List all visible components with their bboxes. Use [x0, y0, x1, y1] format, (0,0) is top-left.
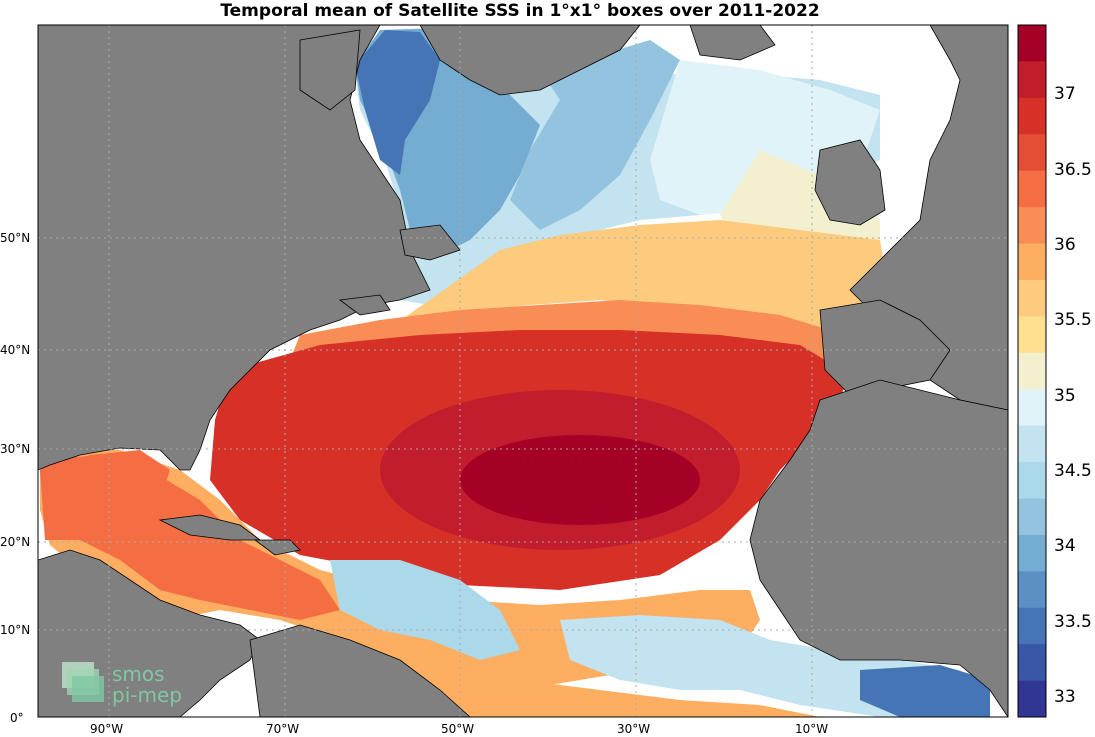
colorbar-block: [1018, 462, 1046, 499]
colorbar-block: [1018, 134, 1046, 172]
colorbar-block: [1018, 389, 1046, 427]
lon-label-90w: 90°W: [90, 722, 123, 736]
colorbar-block: [1018, 571, 1046, 609]
colorbar-label-36-5: 36.5: [1054, 160, 1092, 180]
colorbar-block: [1018, 170, 1046, 208]
colorbar-block: [1018, 97, 1046, 135]
colorbar-block: [1018, 680, 1046, 718]
land-africa: [749, 379, 1008, 717]
sss-region-gulf-of-mexico: [40, 450, 170, 540]
colorbar-block: [1018, 316, 1046, 354]
graticule: [38, 25, 1008, 717]
colorbar-block: [1018, 534, 1046, 572]
sss-field: [40, 28, 990, 717]
land-nova-scotia: [338, 294, 391, 316]
lon-axis: 90°W 70°W 50°W 30°W 10°W: [90, 722, 828, 736]
land-north-america: [38, 25, 431, 471]
colorbar-label-35: 35: [1054, 386, 1076, 406]
land-greenland: [419, 25, 641, 96]
lat-label-50n: 50°N: [0, 231, 30, 245]
colorbar: 37 36.5 36 35.5 35 34.5 34 33.5 33: [1017, 24, 1092, 718]
land: [38, 25, 1008, 717]
land-iceland: [689, 25, 776, 61]
sss-region-south-equatorial: [440, 680, 820, 717]
sss-region-amazon-plume: [330, 560, 520, 660]
colorbar-block: [1018, 644, 1046, 682]
lat-label-30n: 30°N: [0, 442, 30, 456]
colorbar-block: [1018, 25, 1046, 62]
land-newfoundland: [399, 224, 461, 261]
land-iberia: [819, 299, 951, 396]
sss-region-gulf-of-guinea: [860, 665, 990, 717]
colorbar-block: [1018, 607, 1046, 645]
colorbar-label-33: 33: [1054, 687, 1076, 707]
lat-axis: 50°N 40°N 30°N 20°N 10°N 0°: [0, 231, 30, 725]
colorbar-label-36: 36: [1054, 235, 1076, 255]
colorbar-frame: [1017, 24, 1047, 718]
colorbar-label-34: 34: [1054, 536, 1076, 556]
sss-region-irminger: [510, 40, 680, 230]
lon-label-70w: 70°W: [266, 722, 299, 736]
logo-text-smos: smos: [112, 662, 165, 686]
lon-label-30w: 30°W: [617, 722, 650, 736]
colorbar-label-35-5: 35.5: [1054, 310, 1092, 330]
land-hispaniola: [253, 539, 301, 556]
lat-label-20n: 20°N: [0, 535, 30, 549]
colorbar-block: [1018, 243, 1046, 281]
colorbar-blocks: [1018, 25, 1046, 718]
colorbar-label-37: 37: [1054, 84, 1076, 104]
colorbar-block: [1018, 207, 1046, 245]
lat-label-40n: 40°N: [0, 343, 30, 357]
smos-pi-mep-logo: smos pi-mep: [62, 662, 182, 707]
colorbar-block: [1018, 425, 1046, 463]
colorbar-block: [1018, 498, 1046, 536]
land-south-america: [249, 624, 471, 717]
logo-emblem-icon: [62, 662, 104, 702]
lon-label-50w: 50°W: [441, 722, 474, 736]
land-baffin: [299, 29, 361, 111]
lat-label-0: 0°: [10, 711, 24, 725]
map-title: Temporal mean of Satellite SSS in 1°x1° …: [220, 1, 820, 21]
colorbar-label-33-5: 33.5: [1054, 612, 1092, 632]
map-frame: [37, 24, 1009, 718]
land-british-isles: [814, 139, 886, 226]
colorbar-block: [1018, 352, 1046, 390]
sss-region-salinity-core: [460, 435, 700, 525]
sss-region-labrador-coast: [355, 30, 440, 175]
logo-text-pimep: pi-mep: [112, 683, 182, 707]
lon-label-10w: 10°W: [795, 722, 828, 736]
lat-label-10n: 10°N: [0, 623, 30, 637]
colorbar-label-34-5: 34.5: [1054, 461, 1092, 481]
colorbar-block: [1018, 61, 1046, 99]
colorbar-block: [1018, 279, 1046, 317]
